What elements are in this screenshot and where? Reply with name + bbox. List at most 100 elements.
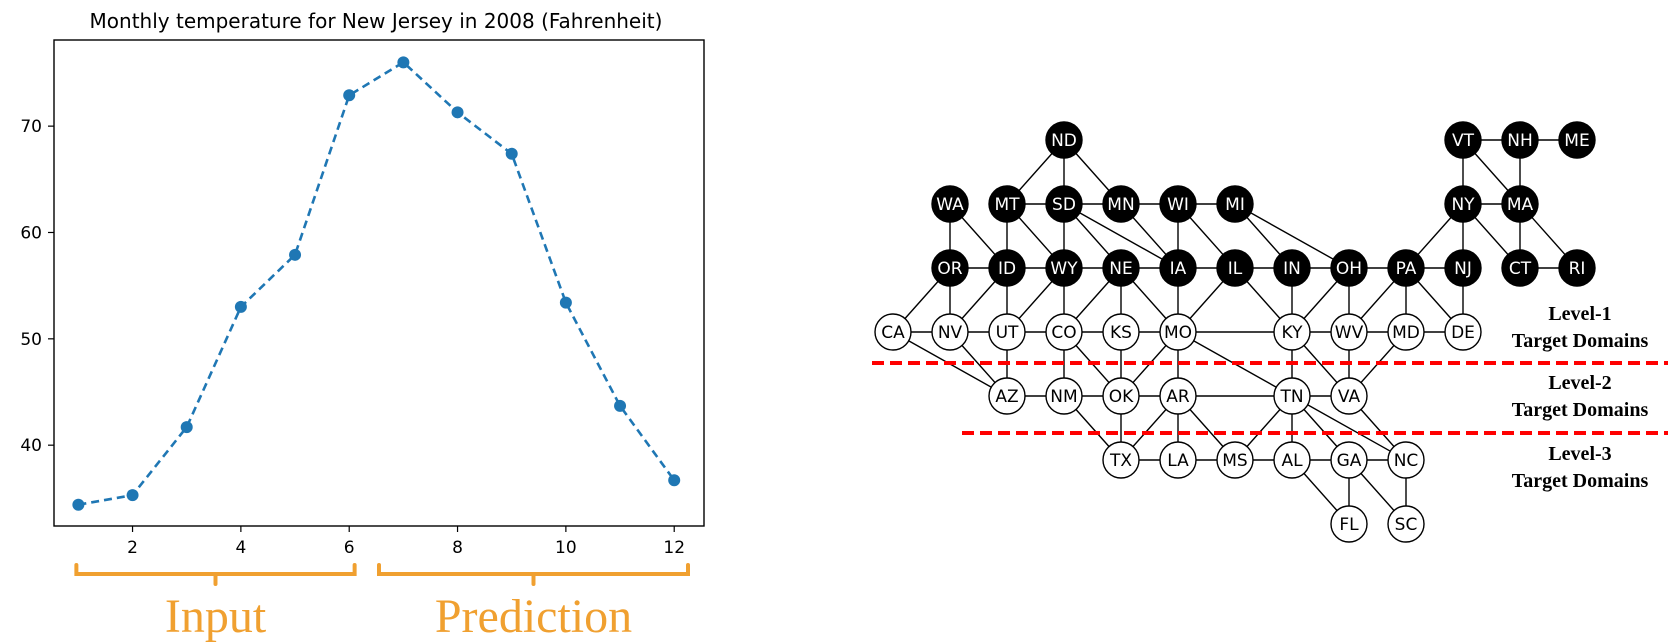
state-node-circle — [1045, 313, 1083, 351]
data-point — [72, 498, 85, 511]
x-tick-label: 10 — [555, 538, 577, 558]
state-node-circle — [1045, 185, 1083, 223]
level-1-label-line1: Level-1 — [1548, 303, 1611, 325]
state-node-label: KS — [1110, 323, 1132, 343]
state-node-label: NY — [1451, 195, 1475, 215]
graph-edge — [1291, 395, 1407, 461]
state-node-label: WA — [936, 195, 964, 215]
state-node-al: AL — [1273, 441, 1311, 479]
state-node-label: OK — [1109, 387, 1134, 407]
level-3-label-line1: Level-3 — [1548, 443, 1611, 465]
graph-nodes: ND WA MT SD MN WI MI OR ID WY NE IA IL IN OH PA NJ VT NH ME… — [874, 121, 1596, 543]
state-node-nm: NM — [1045, 377, 1083, 415]
level-3-label-line2: Target Domains — [1512, 470, 1649, 492]
state-node-circle — [1330, 377, 1368, 415]
state-node-circle — [1045, 121, 1083, 159]
state-node-fl: FL — [1330, 505, 1368, 543]
input-prediction-brackets: Input Prediction — [74, 563, 690, 642]
level-2-label-line1: Level-2 — [1548, 372, 1611, 394]
state-node-tx: TX — [1102, 441, 1140, 479]
state-node-circle — [1330, 441, 1368, 479]
bracket-label-prediction: Prediction — [435, 590, 632, 642]
state-node-label: AR — [1166, 387, 1190, 407]
state-node-label: LA — [1167, 451, 1189, 471]
state-node-me: ME — [1558, 121, 1596, 159]
state-node-va: VA — [1330, 377, 1368, 415]
state-node-wa: WA — [931, 185, 969, 223]
x-tick-label: 8 — [452, 538, 463, 558]
state-node-ct: CT — [1501, 249, 1539, 287]
state-node-label: IL — [1228, 259, 1243, 279]
state-node-circle — [1045, 249, 1083, 287]
state-node-circle — [1102, 185, 1140, 223]
state-node-label: AZ — [995, 387, 1018, 407]
state-node-label: WV — [1335, 323, 1364, 343]
state-node-ar: AR — [1159, 377, 1197, 415]
state-node-label: UT — [996, 323, 1019, 343]
state-node-circle — [988, 377, 1026, 415]
state-node-sc: SC — [1387, 505, 1425, 543]
state-node-label: OH — [1336, 259, 1362, 279]
state-node-circle — [931, 249, 969, 287]
state-node-circle — [1444, 249, 1482, 287]
state-node-mn: MN — [1102, 185, 1140, 223]
state-node-circle — [1444, 313, 1482, 351]
level-labels: Level-1 Target Domains Level-2 Target Do… — [1512, 303, 1649, 492]
state-node-circle — [1102, 377, 1140, 415]
state-node-mt: MT — [988, 185, 1026, 223]
state-node-ia: IA — [1159, 249, 1197, 287]
state-node-circle — [988, 249, 1026, 287]
state-node-circle — [1330, 249, 1368, 287]
state-node-label: OR — [937, 259, 962, 279]
data-point — [614, 399, 627, 412]
state-node-circle — [1444, 121, 1482, 159]
state-node-label: AL — [1281, 451, 1303, 471]
state-node-ne: NE — [1102, 249, 1140, 287]
state-node-circle — [1501, 185, 1539, 223]
state-node-label: TN — [1279, 387, 1303, 407]
state-node-label: NE — [1109, 259, 1132, 279]
state-adjacency-graph: ND WA MT SD MN WI MI OR ID WY NE IA IL IN OH PA NJ VT NH ME… — [872, 121, 1668, 543]
state-node-circle — [1045, 377, 1083, 415]
state-node-circle — [1273, 249, 1311, 287]
state-node-circle — [1159, 249, 1197, 287]
data-point — [234, 300, 247, 313]
state-node-label: CT — [1509, 259, 1532, 279]
data-point — [505, 147, 518, 160]
bracket-label-input: Input — [165, 590, 267, 642]
data-point — [668, 474, 681, 487]
state-node-vt: VT — [1444, 121, 1482, 159]
state-node-label: WY — [1050, 259, 1078, 279]
state-node-label: ND — [1051, 131, 1077, 151]
level-dividers — [872, 361, 1668, 435]
state-node-sd: SD — [1045, 185, 1083, 223]
bracket-prediction — [377, 563, 690, 586]
state-node-label: TX — [1109, 451, 1132, 471]
state-node-label: IN — [1283, 259, 1301, 279]
state-node-label: IA — [1170, 259, 1187, 279]
plot-frame — [53, 39, 705, 527]
series-line — [78, 60, 676, 506]
state-node-label: KY — [1282, 323, 1304, 343]
state-node-label: MA — [1507, 195, 1534, 215]
state-node-tn: TN — [1273, 377, 1311, 415]
state-node-label: NJ — [1454, 259, 1472, 279]
state-node-ks: KS — [1102, 313, 1140, 351]
state-node-label: RI — [1569, 259, 1586, 279]
state-node-co: CO — [1045, 313, 1083, 351]
state-node-ma: MA — [1501, 185, 1539, 223]
state-node-ms: MS — [1216, 441, 1254, 479]
state-node-circle — [1330, 505, 1368, 543]
state-node-nd: ND — [1045, 121, 1083, 159]
y-tick-label: 70 — [20, 117, 42, 137]
y-tick-label: 40 — [20, 436, 42, 456]
state-node-ut: UT — [988, 313, 1026, 351]
state-node-wv: WV — [1330, 313, 1368, 351]
state-node-circle — [1216, 185, 1254, 223]
temperature-line-chart: Monthly temperature for New Jersey in 20… — [20, 9, 705, 558]
state-node-circle — [1102, 249, 1140, 287]
state-node-label: MO — [1164, 323, 1192, 343]
level-2-label-line2: Target Domains — [1512, 399, 1649, 421]
state-node-pa: PA — [1387, 249, 1425, 287]
